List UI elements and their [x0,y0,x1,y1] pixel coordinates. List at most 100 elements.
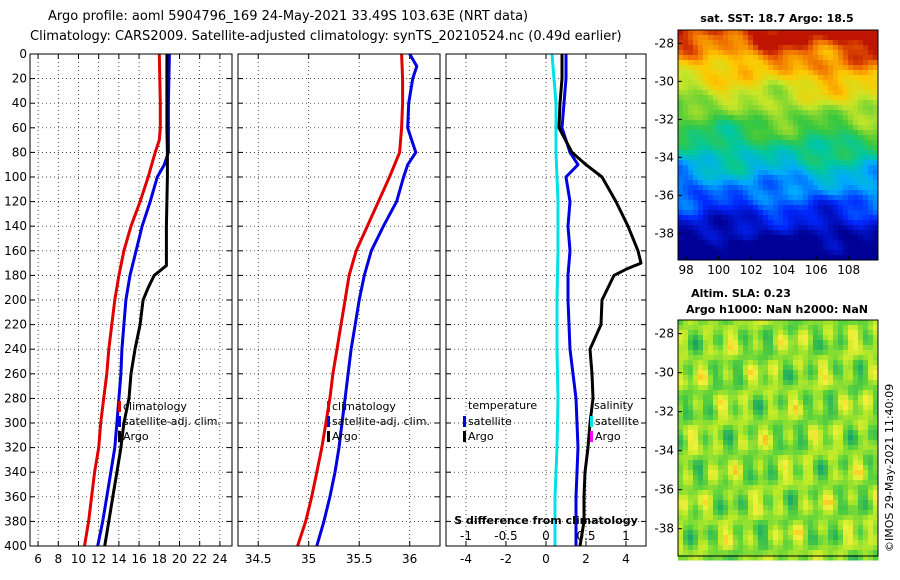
sla-map-cell [693,335,699,341]
sla-map-cell [798,335,804,341]
sst-map-cell [753,115,759,121]
sst-map-cell [763,145,769,151]
sst-map-cell [728,240,734,246]
sla-map-cell [808,425,814,431]
sst-map-cell [853,120,859,126]
sst-map-cell [828,100,834,106]
sla-map-cell [863,440,869,446]
sst-map-cell [718,85,724,91]
sla-map-cell [723,430,729,436]
sla-map-cell [678,525,684,531]
sst-map-cell [723,215,729,221]
sla-map-cell [698,420,704,426]
sla-map-cell [748,465,754,471]
sla-map-cell [823,430,829,436]
sla-map-cell [753,385,759,391]
sla-map-cell [758,455,764,461]
sst-map-cell [768,165,774,171]
sla-map-cell [858,365,864,371]
sst-map-cell [718,115,724,121]
sla-map-cell [733,520,739,526]
sst-map-cell [733,90,739,96]
sla-map-cell [713,380,719,386]
sst-map-cell [688,60,694,66]
sst-map-cell [828,40,834,46]
sst-map-cell [723,225,729,231]
sst-map-cell [828,210,834,216]
sla-map-cell [843,340,849,346]
sst-map-cell [768,75,774,81]
sst-map-cell [763,80,769,86]
sla-map-cell [693,535,699,541]
sst-map-cell [818,150,824,156]
sla-map-cell [773,410,779,416]
sst-map-cell [838,110,844,116]
sst-map-cell [853,155,859,161]
sla-map-cell [748,410,754,416]
sla-map-cell [848,520,854,526]
sla-map-cell [853,490,859,496]
sst-map-cell [803,155,809,161]
sla-map-cell [873,495,879,501]
sla-map-cell [718,365,724,371]
x-tick-label: 2 [582,552,590,566]
sst-map-cell [823,135,829,141]
sla-map-cell [873,435,879,441]
sst-map-cell [848,255,854,261]
sst-map-cell [768,85,774,91]
sst-map-cell [733,120,739,126]
sst-map-cell [743,220,749,226]
sla-map-cell [833,405,839,411]
sst-map-cell [688,245,694,251]
sla-map-cell [728,390,734,396]
sla-map-cell [768,405,774,411]
sst-map-cell [693,195,699,201]
sla-map-cell [768,535,774,541]
sst-map-cell [833,200,839,206]
sla-map-cell [848,360,854,366]
sst-map-cell [823,205,829,211]
sst-map-cell [698,195,704,201]
sla-map-cell [873,545,879,551]
sst-map-cell [688,90,694,96]
sst-map-cell [863,255,869,261]
sst-map-cell [828,60,834,66]
sst-map-cell [708,70,714,76]
sst-map-cell [683,40,689,46]
sst-map-cell [738,175,744,181]
sla-map-cell [823,500,829,506]
sla-map-cell [773,455,779,461]
sla-map-cell [828,400,834,406]
sla-map-cell [773,555,779,561]
sst-map-cell [773,250,779,256]
sst-map-cell [758,240,764,246]
sst-map-cell [733,80,739,86]
sst-map-cell [773,150,779,156]
sst-map-cell [808,115,814,121]
sla-map-cell [863,325,869,331]
sst-map-cell [728,135,734,141]
sst-map-cell [743,165,749,171]
sla-map-cell [808,500,814,506]
sst-map-cell [848,205,854,211]
sst-map-cell [828,235,834,241]
sla-map-cell [743,535,749,541]
sla-map-cell [783,525,789,531]
sla-map-cell [788,405,794,411]
sst-map-cell [693,215,699,221]
sla-map-cell [733,370,739,376]
sla-map-cell [723,400,729,406]
sst-map-cell [818,105,824,111]
sla-map-cell [683,455,689,461]
sla-map-cell [808,540,814,546]
sla-map-cell [773,355,779,361]
sla-map-cell [813,500,819,506]
sst-map-cell [838,135,844,141]
sst-map-cell [738,50,744,56]
sla-map-cell [798,495,804,501]
sla-map-cell [863,490,869,496]
sla-map-cell [818,330,824,336]
sla-map-cell [863,540,869,546]
sla-map-cell [738,540,744,546]
sla-map-cell [758,335,764,341]
